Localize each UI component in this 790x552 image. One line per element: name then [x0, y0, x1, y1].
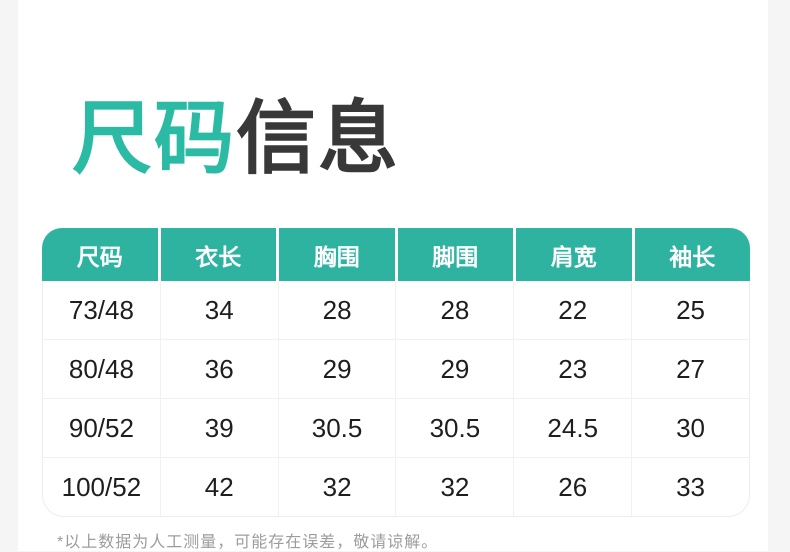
table-cell: 28 — [396, 281, 515, 339]
header-cell-leg-opening: 脚围 — [398, 228, 516, 281]
measurement-disclaimer: *以上数据为人工测量，可能存在误差，敬请谅解。 — [57, 534, 439, 551]
table-cell: 73/48 — [43, 281, 161, 339]
table-cell: 25 — [676, 294, 706, 325]
table-cell: 34 — [161, 281, 279, 339]
page-title-size-part: 尺码 — [72, 94, 236, 183]
table-cell: 90/52 — [43, 399, 161, 457]
table-row: 100/52 42 32 32 26 33 — [43, 458, 749, 516]
table-cell: 32 — [279, 458, 397, 516]
table-cell: 29 — [279, 340, 397, 398]
table-row: 73/48 34 28 28 22 25 — [43, 281, 749, 340]
table-cell: 32 — [396, 458, 515, 516]
header-cell-size: 尺码 — [42, 228, 161, 281]
page-title-info-part: 信息 — [236, 94, 400, 183]
header-cell-garment-length: 衣长 — [161, 228, 279, 281]
table-cell: 42 — [161, 458, 279, 516]
table-cell: 30 — [676, 412, 706, 443]
size-table-header-row: 尺码 衣长 胸围 脚围 肩宽 袖长 — [42, 228, 750, 281]
table-cell: 39 — [161, 399, 279, 457]
table-cell: 30.5 — [396, 399, 515, 457]
header-cell-shoulder: 肩宽 — [516, 228, 635, 281]
header-cell-sleeve: 袖长 — [669, 243, 716, 270]
table-cell: 100/52 — [43, 458, 161, 516]
page-title: 尺码信息 — [72, 92, 400, 186]
table-cell: 80/48 — [43, 340, 161, 398]
table-cell: 29 — [396, 340, 515, 398]
table-cell: 24.5 — [514, 399, 633, 457]
size-table: 尺码 衣长 胸围 脚围 肩宽 袖长 73/48 34 28 28 22 25 8… — [42, 228, 750, 517]
table-row: 80/48 36 29 29 23 27 — [43, 340, 749, 399]
table-cell: 27 — [676, 353, 706, 384]
table-cell: 28 — [279, 281, 397, 339]
table-cell: 36 — [161, 340, 279, 398]
table-cell: 22 — [514, 281, 633, 339]
table-cell: 26 — [514, 458, 633, 516]
table-row: 90/52 39 30.5 30.5 24.5 30 — [43, 399, 749, 458]
header-cell-chest: 胸围 — [279, 228, 398, 281]
table-cell: 23 — [514, 340, 633, 398]
table-cell: 30.5 — [279, 399, 397, 457]
table-cell: 33 — [676, 471, 706, 502]
size-table-body: 73/48 34 28 28 22 25 80/48 36 29 29 23 2… — [42, 281, 750, 517]
